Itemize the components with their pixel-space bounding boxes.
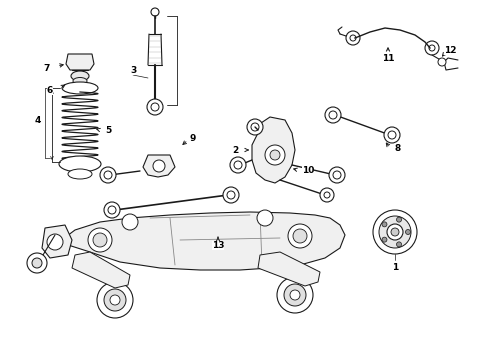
Circle shape	[151, 103, 159, 111]
Polygon shape	[72, 252, 130, 288]
Text: 1: 1	[392, 264, 398, 273]
Circle shape	[88, 228, 112, 252]
Circle shape	[388, 131, 396, 139]
Circle shape	[247, 119, 263, 135]
Circle shape	[382, 222, 387, 227]
Circle shape	[151, 8, 159, 16]
Circle shape	[396, 217, 401, 222]
Circle shape	[387, 224, 403, 240]
Circle shape	[379, 216, 411, 248]
Circle shape	[234, 161, 242, 169]
Text: 10: 10	[302, 166, 314, 175]
Ellipse shape	[68, 169, 92, 179]
Text: 3: 3	[130, 66, 136, 75]
Circle shape	[320, 188, 334, 202]
Circle shape	[425, 41, 439, 55]
Circle shape	[270, 150, 280, 160]
Circle shape	[382, 237, 387, 242]
Circle shape	[333, 171, 341, 179]
Circle shape	[104, 289, 126, 311]
Circle shape	[110, 295, 120, 305]
Text: 9: 9	[190, 134, 196, 143]
Circle shape	[104, 171, 112, 179]
Text: 4: 4	[35, 116, 41, 125]
Circle shape	[27, 253, 47, 273]
Ellipse shape	[71, 71, 89, 81]
Polygon shape	[258, 252, 320, 286]
Polygon shape	[252, 117, 295, 183]
Circle shape	[265, 145, 285, 165]
Circle shape	[153, 160, 165, 172]
Text: 7: 7	[44, 63, 50, 72]
Circle shape	[329, 167, 345, 183]
Circle shape	[93, 233, 107, 247]
Circle shape	[277, 277, 313, 313]
Circle shape	[32, 258, 42, 268]
Circle shape	[373, 210, 417, 254]
Circle shape	[350, 35, 356, 41]
Circle shape	[396, 242, 401, 247]
Circle shape	[284, 284, 306, 306]
Circle shape	[257, 210, 273, 226]
Circle shape	[329, 111, 337, 119]
Text: 12: 12	[444, 45, 456, 54]
Ellipse shape	[59, 156, 101, 172]
Polygon shape	[55, 212, 345, 270]
Circle shape	[288, 224, 312, 248]
Circle shape	[230, 157, 246, 173]
Circle shape	[438, 58, 446, 66]
Text: 8: 8	[395, 144, 401, 153]
Circle shape	[122, 214, 138, 230]
Ellipse shape	[73, 77, 87, 85]
Circle shape	[429, 45, 435, 51]
Text: 11: 11	[382, 54, 394, 63]
Circle shape	[47, 234, 63, 250]
Polygon shape	[66, 54, 94, 70]
Polygon shape	[42, 225, 72, 258]
Circle shape	[97, 282, 133, 318]
Circle shape	[100, 167, 116, 183]
Circle shape	[391, 228, 399, 236]
Ellipse shape	[62, 82, 98, 94]
Circle shape	[104, 202, 120, 218]
Circle shape	[290, 290, 300, 300]
Circle shape	[325, 107, 341, 123]
Circle shape	[293, 229, 307, 243]
Text: 2: 2	[232, 145, 238, 154]
Text: 13: 13	[212, 240, 224, 249]
Text: 5: 5	[105, 126, 111, 135]
Circle shape	[251, 123, 259, 131]
Circle shape	[147, 99, 163, 115]
Circle shape	[346, 31, 360, 45]
Circle shape	[406, 230, 411, 234]
Circle shape	[384, 127, 400, 143]
Text: 6: 6	[47, 86, 53, 95]
Circle shape	[108, 206, 116, 214]
Circle shape	[227, 191, 235, 199]
Circle shape	[324, 192, 330, 198]
Circle shape	[223, 187, 239, 203]
Polygon shape	[143, 155, 175, 177]
